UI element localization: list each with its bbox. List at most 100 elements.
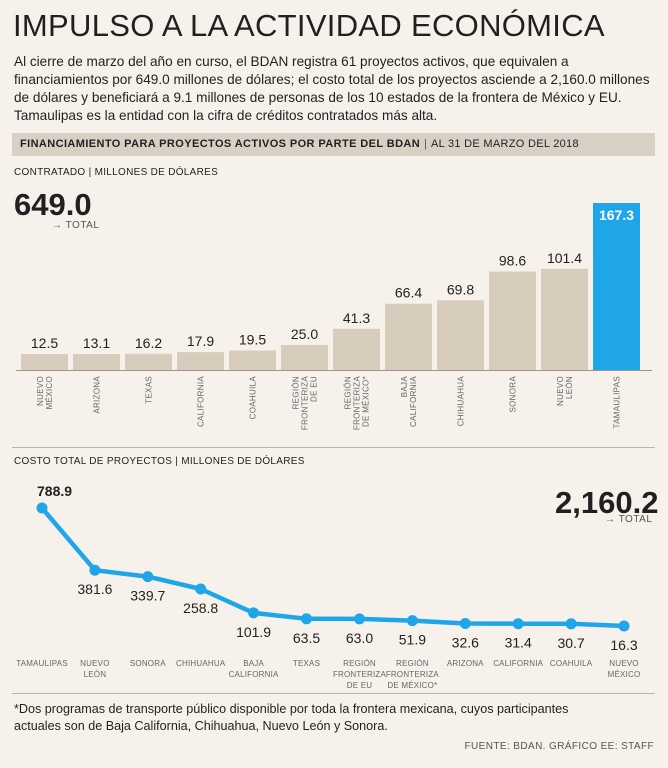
- line-category-label: NUEVO: [80, 659, 109, 668]
- line-category-label: TAMAULIPAS: [16, 659, 68, 668]
- section-divider: [12, 447, 655, 448]
- line-category-label: ARIZONA: [447, 659, 484, 668]
- line-value-label: 258.8: [183, 600, 218, 616]
- bar-7: [333, 328, 380, 370]
- line-value-label: 51.9: [399, 632, 426, 648]
- bar-category-line: SONORA: [509, 376, 518, 413]
- bar-total-caption: TOTAL: [65, 220, 100, 231]
- line-point-6: [301, 613, 312, 625]
- bar-value-label: 17.9: [187, 333, 214, 349]
- bar-value-label: 19.5: [239, 332, 266, 348]
- line-value-label: 339.7: [130, 588, 165, 604]
- bar-3: [125, 353, 172, 370]
- bar-9: [437, 300, 484, 370]
- bar-category-line: CALIFORNIA: [409, 376, 418, 427]
- line-category-label: FRONTERIZA: [333, 670, 387, 679]
- bar-category-label: BAJA CALIFORNIA: [400, 376, 418, 427]
- bar-category-label: CALIFORNIA: [197, 376, 206, 427]
- line-point-4: [195, 583, 207, 595]
- line-value-label: 31.4: [505, 635, 532, 651]
- section-band: FINANCIAMIENTO PARA PROYECTOS ACTIVOS PO…: [12, 133, 655, 156]
- band-date: AL 31 DE MARZO DEL 2018: [430, 138, 579, 150]
- footnote: *Dos programas de transporte público dis…: [14, 702, 569, 733]
- bar-value-label: 167.3: [599, 207, 634, 223]
- line-category-label: TEXAS: [293, 659, 320, 668]
- line-point-12: [618, 620, 630, 632]
- bar-category-line: FRONTERIZA: [301, 376, 310, 430]
- line-point-11: [565, 618, 577, 630]
- bar-category-line: NUEVO: [556, 376, 565, 406]
- source-credit: FUENTE: BDAN. GRÁFICO EE: STAFF: [464, 741, 654, 752]
- bar-value-label: 25.0: [291, 326, 318, 342]
- line-category-label: CALIFORNIA: [493, 659, 543, 668]
- line-category-label: REGIÓN: [343, 659, 376, 668]
- line-point-7: [354, 613, 365, 625]
- line-category-label: NUEVO: [609, 659, 638, 668]
- line-value-label: 16.3: [610, 637, 637, 653]
- bar-12: [593, 203, 640, 370]
- line-point-1: [36, 502, 48, 514]
- line-value-label: 788.9: [37, 483, 72, 499]
- bar-category-label: ARIZONA: [93, 376, 102, 414]
- bar-category-label: REGIÓN FRONTERIZA DE MÉXICO*: [344, 376, 371, 430]
- line-category-label: SONORA: [130, 659, 166, 668]
- band-text: FINANCIAMIENTO PARA PROYECTOS ACTIVOS PO…: [20, 138, 579, 150]
- line-chart-title: COSTO TOTAL DE PROYECTOS | MILLONES DE D…: [14, 456, 305, 467]
- line-value-label: 30.7: [557, 635, 584, 651]
- bar-value-label: 69.8: [447, 281, 474, 297]
- bar-category-line: DE EU: [310, 376, 319, 402]
- bar-4: [177, 352, 224, 370]
- intro-paragraph: Al cierre de marzo del año en curso, el …: [14, 54, 650, 123]
- bar-chart-total-label: → TOTAL: [52, 220, 99, 231]
- line-value-label: 381.6: [77, 581, 112, 597]
- line-category-label: CHIHUAHUA: [176, 659, 226, 668]
- line-category-label: LEÓN: [84, 670, 107, 679]
- bar-category-label: REGIÓN FRONTERIZA DE EU: [292, 376, 319, 430]
- line-value-label: 63.0: [346, 630, 373, 646]
- bar-category-label: CHIHUAHUA: [457, 376, 466, 427]
- bar-category-line: CHIHUAHUA: [457, 376, 466, 427]
- bar-5: [229, 350, 276, 370]
- line-category-label: FRONTERIZA: [386, 670, 440, 679]
- bar-category-line: NUEVO: [36, 376, 45, 406]
- line-value-label: 32.6: [452, 635, 479, 651]
- line-category-label: BAJA: [243, 659, 264, 668]
- line-point-9: [459, 618, 471, 629]
- band-title: FINANCIAMIENTO PARA PROYECTOS ACTIVOS PO…: [20, 138, 421, 150]
- bar-value-label: 16.2: [135, 335, 162, 351]
- bar-value-label: 13.1: [83, 335, 110, 351]
- bar-category-line: DE MÉXICO*: [362, 376, 371, 427]
- bar-chart-total-value: 649.0: [14, 187, 92, 222]
- bar-category-label: TAMAULIPAS: [613, 376, 622, 429]
- bar-category-label: NUEVO LEÓN: [556, 376, 574, 406]
- bar-value-label: 41.3: [343, 310, 370, 326]
- arrow-right-icon: →: [52, 220, 63, 231]
- line-series: [39, 505, 627, 629]
- page-title: IMPULSO A LA ACTIVIDAD ECONÓMICA: [13, 8, 605, 43]
- bar-category-line: COAHUILA: [249, 376, 258, 420]
- line-point-3: [142, 571, 154, 583]
- bar-category-label: TEXAS: [145, 376, 154, 404]
- line-chart-total-label: → TOTAL: [605, 514, 652, 525]
- bar-value-label: 12.5: [31, 335, 58, 351]
- footnote-divider: [12, 693, 655, 694]
- line-chart-total-value: 2,160.2: [555, 485, 659, 520]
- line-category-label: CALIFORNIA: [229, 670, 279, 679]
- bar-category-line: BAJA: [400, 376, 409, 398]
- arrow-right-icon: →: [605, 514, 616, 525]
- line-category-label: DE MÉXICO*: [387, 681, 437, 690]
- bar-category-line: REGIÓN: [292, 376, 301, 409]
- bar-category-line: REGIÓN: [344, 376, 353, 409]
- bar-2: [73, 354, 120, 370]
- bar-category-label: COAHUILA: [249, 376, 258, 420]
- bar-category-line: ARIZONA: [93, 376, 102, 414]
- bar-category-line: LEÓN: [565, 376, 574, 399]
- line-category-label: REGIÓN: [396, 659, 429, 668]
- bar-11: [541, 268, 588, 370]
- line-value-label: 101.9: [236, 624, 271, 640]
- band-separator: |: [424, 138, 427, 150]
- bar-category-line: MÉXICO: [45, 376, 54, 409]
- bar-category-label: NUEVO MÉXICO: [36, 376, 54, 409]
- line-point-8: [406, 615, 418, 627]
